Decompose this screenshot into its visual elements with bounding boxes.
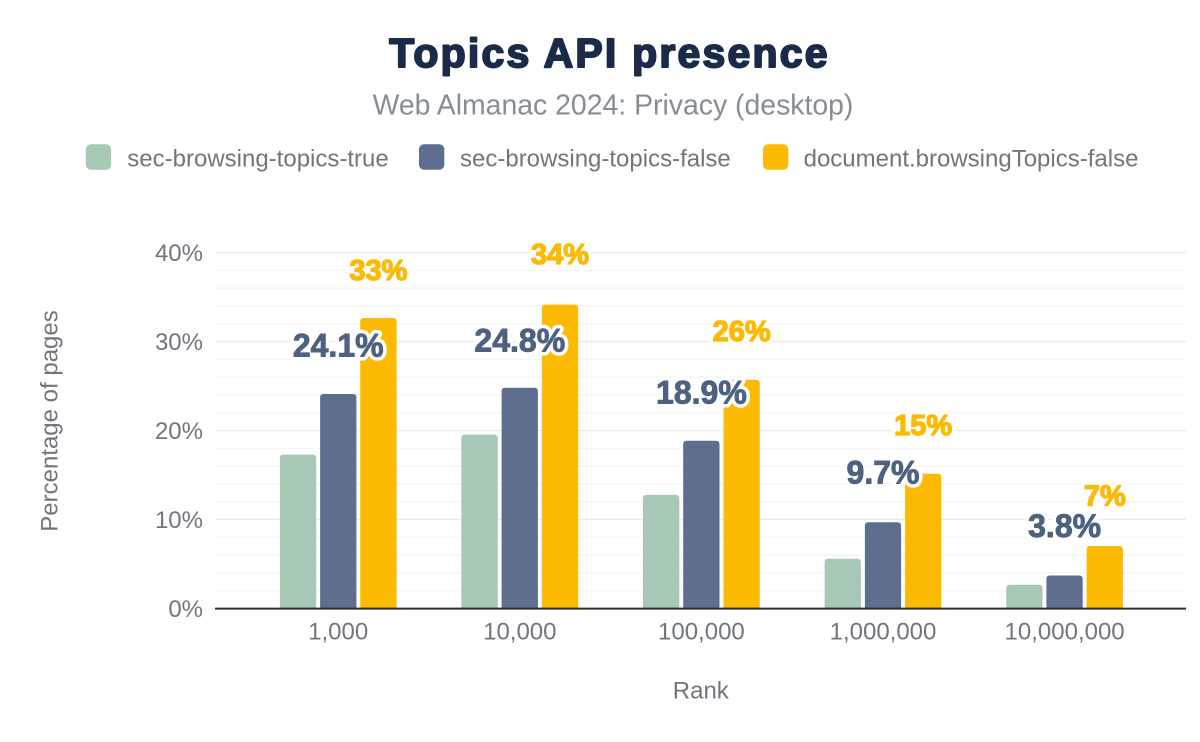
svg-text:20%: 20% [155, 418, 203, 445]
svg-text:18.9%: 18.9% [656, 375, 747, 411]
svg-text:document.browsingTopics-false: document.browsingTopics-false [804, 146, 1139, 173]
svg-text:33%: 33% [349, 255, 407, 287]
svg-text:34%: 34% [531, 239, 589, 271]
svg-text:26%: 26% [713, 316, 771, 348]
svg-text:Web Almanac 2024: Privacy (des: Web Almanac 2024: Privacy (desktop) [373, 90, 854, 122]
svg-text:0%: 0% [168, 596, 203, 623]
svg-text:24.1%: 24.1% [293, 328, 384, 364]
svg-text:10%: 10% [155, 507, 203, 534]
svg-text:Topics API presence: Topics API presence [389, 30, 830, 76]
svg-text:34%: 34% [531, 239, 589, 271]
svg-text:26%: 26% [713, 316, 771, 348]
svg-text:7%: 7% [1084, 481, 1126, 513]
svg-text:30%: 30% [155, 329, 203, 356]
svg-text:24.8%: 24.8% [474, 323, 565, 359]
svg-text:Percentage of pages: Percentage of pages [37, 310, 64, 532]
svg-text:33%: 33% [349, 255, 407, 287]
svg-text:18.9%: 18.9% [656, 375, 747, 411]
svg-text:Rank: Rank [673, 678, 730, 705]
svg-text:9.7%: 9.7% [847, 454, 920, 490]
svg-text:40%: 40% [155, 240, 203, 267]
svg-text:sec-browsing-topics-false: sec-browsing-topics-false [460, 146, 731, 173]
svg-text:1,000,000: 1,000,000 [830, 618, 937, 645]
svg-text:9.7%: 9.7% [847, 454, 920, 490]
svg-text:24.8%: 24.8% [474, 323, 565, 359]
svg-text:3.8%: 3.8% [1028, 508, 1101, 544]
svg-text:10,000,000: 10,000,000 [1005, 618, 1125, 645]
svg-text:100,000: 100,000 [658, 618, 745, 645]
svg-text:1,000: 1,000 [308, 618, 368, 645]
svg-text:3.8%: 3.8% [1028, 508, 1101, 544]
svg-text:15%: 15% [894, 410, 952, 442]
svg-text:24.1%: 24.1% [293, 328, 384, 364]
svg-text:sec-browsing-topics-true: sec-browsing-topics-true [127, 146, 388, 173]
svg-text:15%: 15% [894, 410, 952, 442]
svg-text:10,000: 10,000 [483, 618, 556, 645]
svg-text:7%: 7% [1084, 481, 1126, 513]
